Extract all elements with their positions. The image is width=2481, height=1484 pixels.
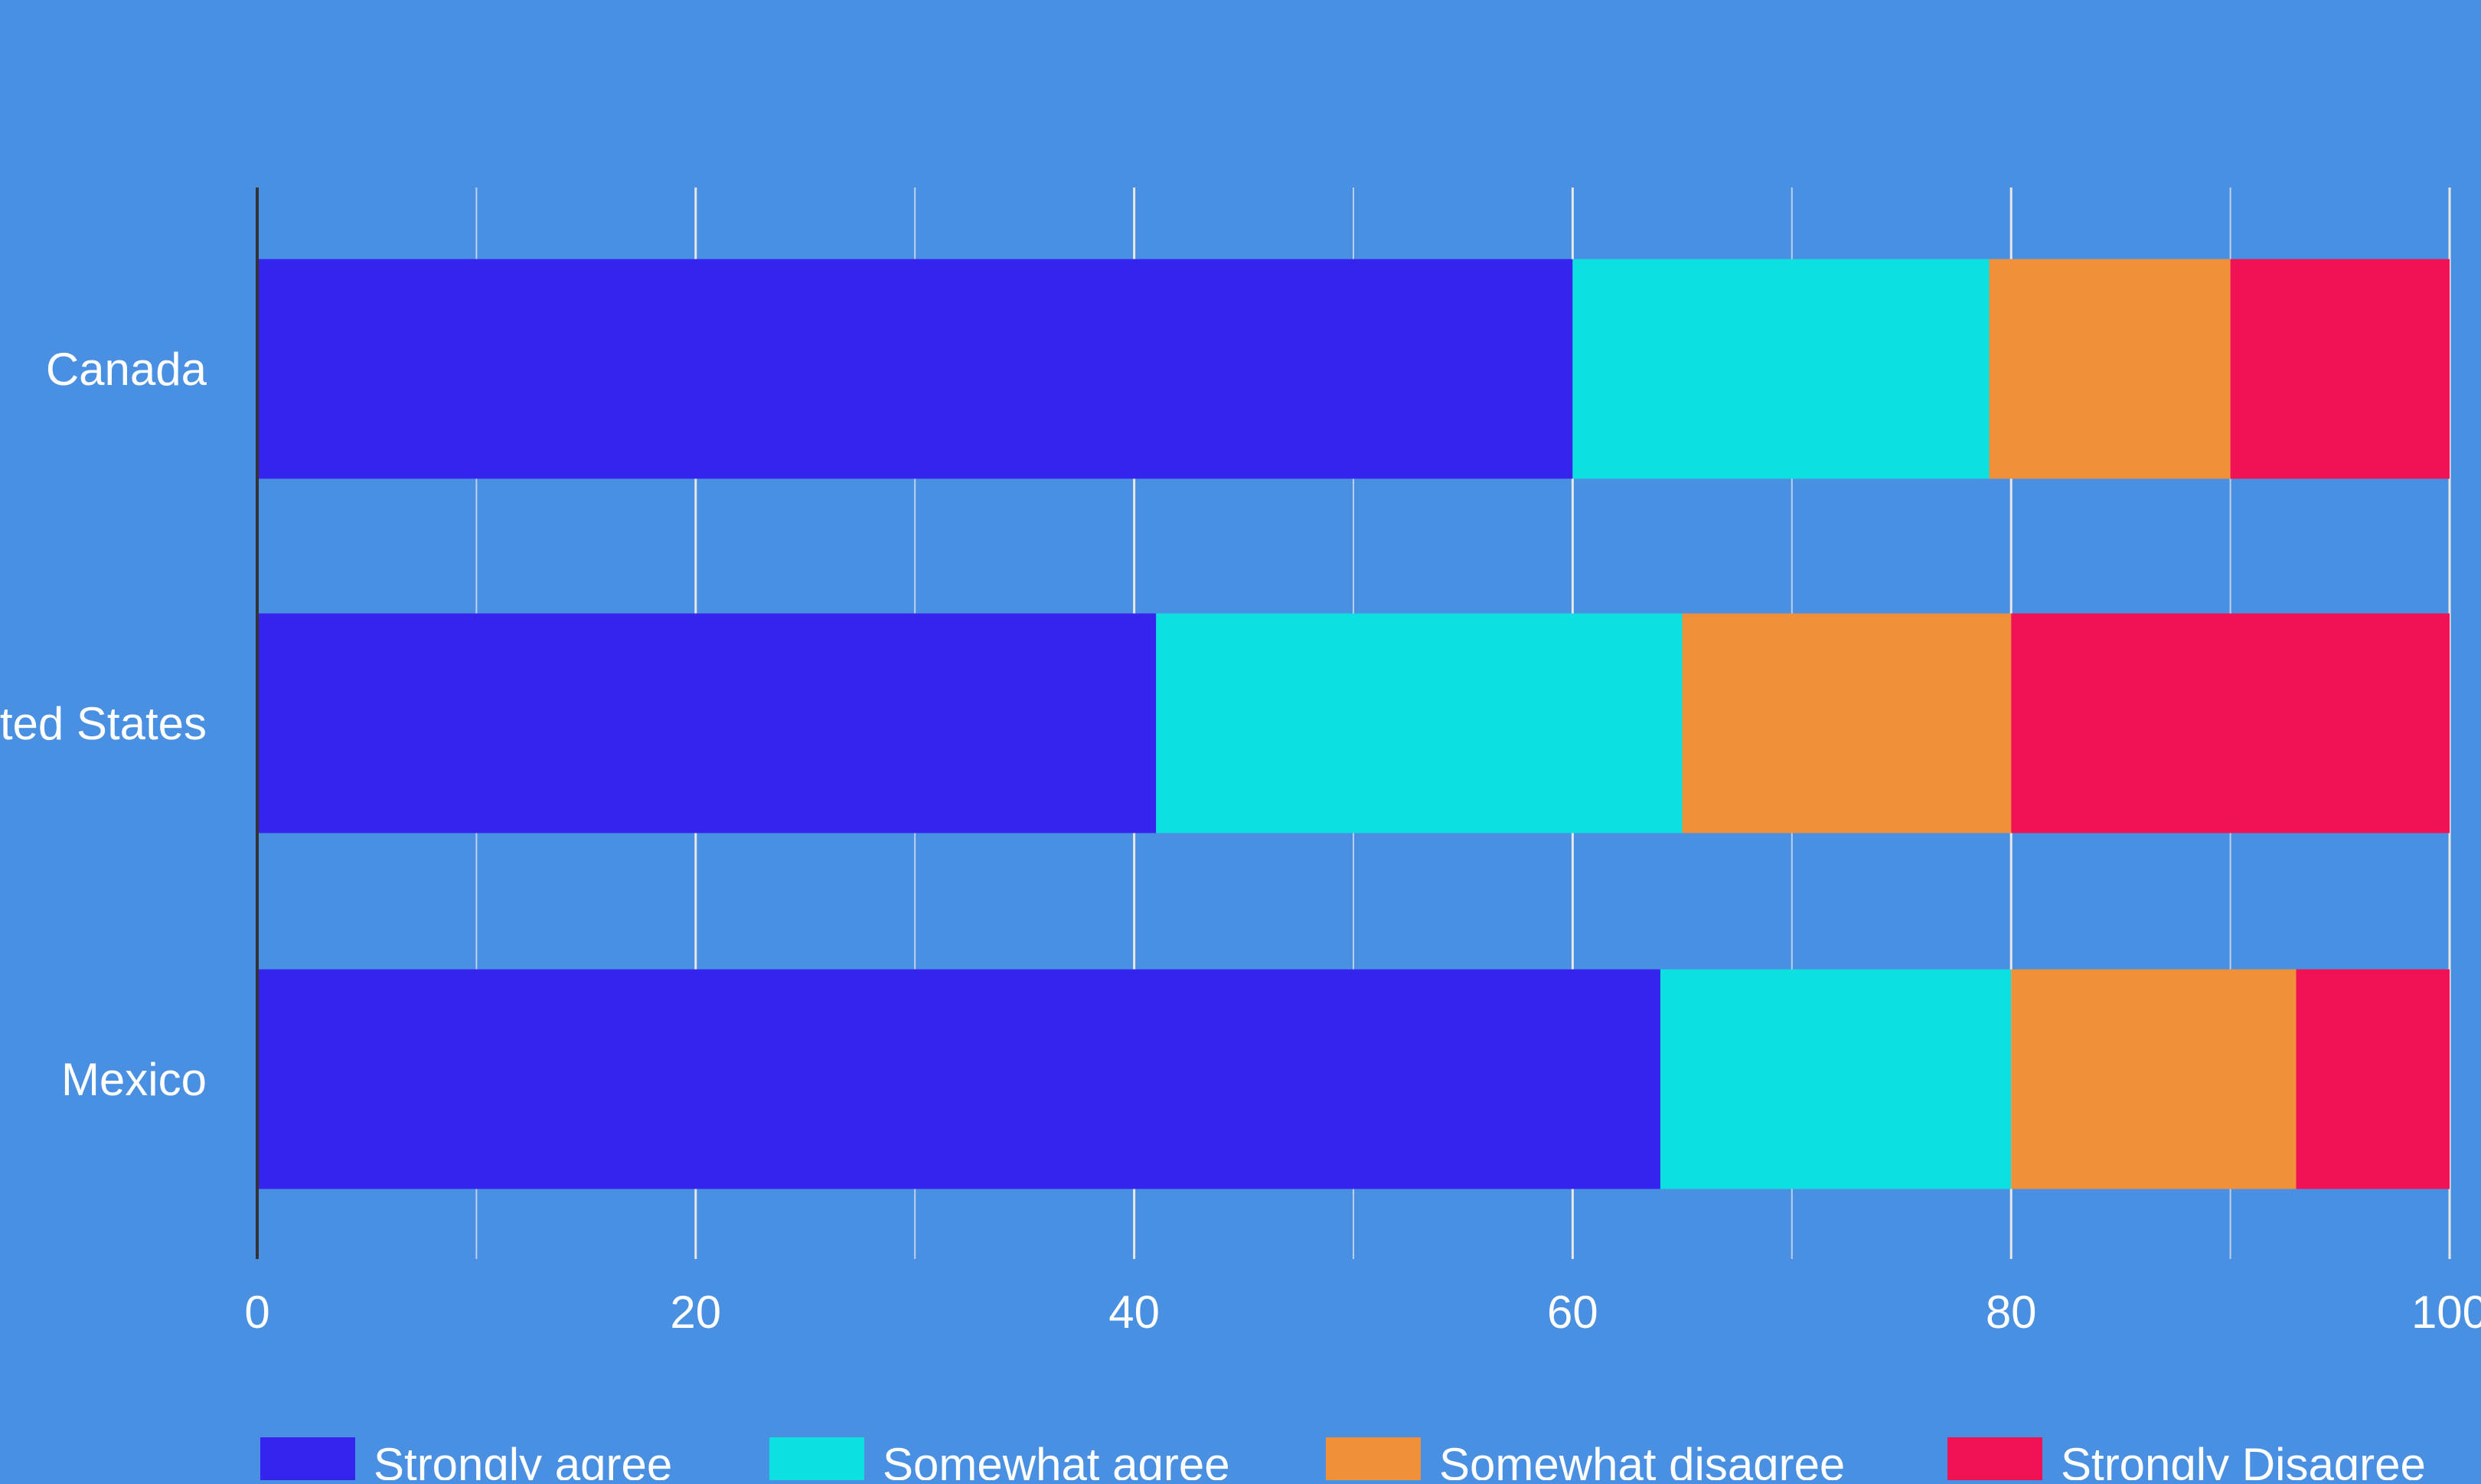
- bar-segment[interactable]: [257, 613, 1157, 833]
- legend-item[interactable]: Somewhat agree: [769, 1437, 1230, 1484]
- legend-label: Strongly agree: [374, 1439, 672, 1480]
- bar-segment[interactable]: [2230, 259, 2450, 479]
- x-tick-label: 40: [1108, 1287, 1160, 1338]
- legend-swatch: [1947, 1437, 2042, 1484]
- bar-segment[interactable]: [1989, 259, 2231, 479]
- tick-labels: Canada ited States Mexico 0 20 40 60 80 100: [0, 344, 2481, 1338]
- bar-segment[interactable]: [257, 969, 1660, 1189]
- legend-swatch: [1326, 1437, 1421, 1484]
- legend-label: Somewhat agree: [883, 1439, 1230, 1480]
- bar-segment[interactable]: [2011, 613, 2450, 833]
- x-tick-label: 60: [1547, 1287, 1598, 1338]
- x-tick-label: 100: [2411, 1287, 2481, 1338]
- legend-item[interactable]: Strongly Disagree: [1947, 1437, 2426, 1484]
- legend-label: Strongly Disagree: [2061, 1439, 2426, 1480]
- x-tick-label: 80: [1986, 1287, 2037, 1338]
- bar-segment[interactable]: [1572, 259, 1990, 479]
- legend-swatch: [769, 1437, 864, 1484]
- legend-label: Somewhat disagree: [1439, 1439, 1845, 1480]
- bar-segment[interactable]: [257, 259, 1573, 479]
- x-tick-label: 20: [670, 1287, 721, 1338]
- category-label: ited States: [0, 698, 207, 749]
- legend-item[interactable]: Somewhat disagree: [1326, 1437, 1845, 1484]
- legend[interactable]: Strongly agree Somewhat agree Somewhat dis…: [260, 1437, 2426, 1484]
- x-tick-label: 0: [244, 1287, 269, 1338]
- bar-segment[interactable]: [1682, 613, 2012, 833]
- bar-segment[interactable]: [1660, 969, 2012, 1189]
- category-label: Mexico: [61, 1054, 207, 1105]
- legend-item[interactable]: Strongly agree: [260, 1437, 672, 1484]
- legend-swatch: [260, 1437, 355, 1484]
- bar-segment[interactable]: [1156, 613, 1683, 833]
- bar-segment[interactable]: [2296, 969, 2450, 1189]
- bars: [257, 259, 2450, 1189]
- category-label: Canada: [46, 344, 207, 395]
- bar-segment[interactable]: [2011, 969, 2297, 1189]
